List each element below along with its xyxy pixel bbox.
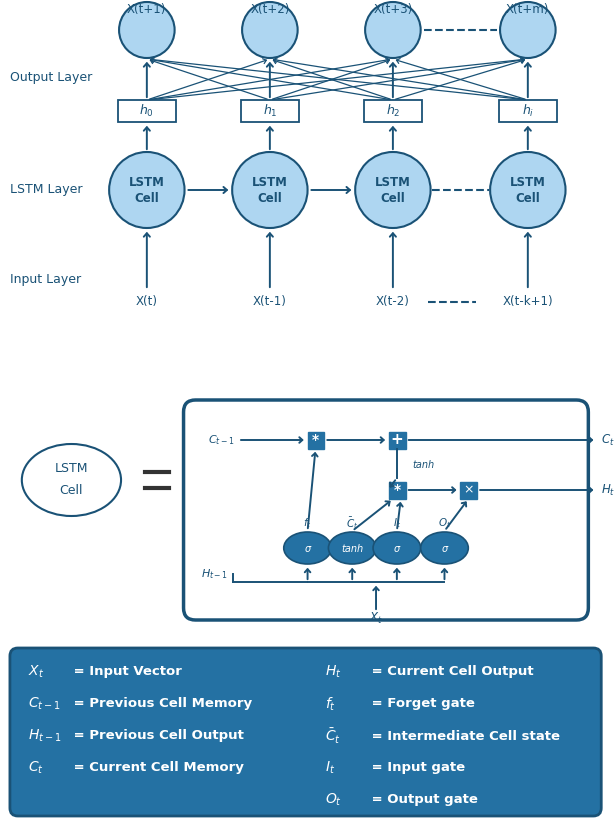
Ellipse shape (328, 532, 376, 564)
Text: $H_{t-1}$: $H_{t-1}$ (201, 567, 229, 581)
Text: σ: σ (442, 544, 448, 554)
Text: LSTM Layer: LSTM Layer (10, 183, 83, 197)
Text: Cell: Cell (516, 192, 540, 206)
Text: X(t): X(t) (136, 296, 158, 308)
Bar (460, 482, 477, 499)
Text: *: * (312, 433, 319, 447)
Bar (307, 432, 325, 449)
Bar (389, 482, 406, 499)
Text: $f_t$: $f_t$ (325, 695, 336, 713)
Text: Output Layer: Output Layer (10, 72, 92, 84)
Circle shape (355, 152, 431, 228)
Bar (364, 100, 422, 122)
Text: X(t+m): X(t+m) (506, 3, 549, 17)
Circle shape (500, 2, 556, 58)
Text: $\bar{C}_t$: $\bar{C}_t$ (346, 515, 359, 531)
Text: $C_{t-1}$: $C_{t-1}$ (28, 695, 60, 712)
Text: = Input Vector: = Input Vector (70, 666, 182, 678)
Circle shape (119, 2, 174, 58)
Text: LSTM: LSTM (129, 175, 164, 188)
Text: LSTM: LSTM (510, 175, 546, 188)
FancyBboxPatch shape (10, 648, 601, 816)
Bar (499, 100, 557, 122)
Text: Cell: Cell (257, 192, 282, 206)
Circle shape (365, 2, 421, 58)
Text: $C_{t-1}$: $C_{t-1}$ (208, 433, 235, 447)
Ellipse shape (22, 444, 121, 516)
Text: $C_t$: $C_t$ (601, 433, 615, 448)
Bar (118, 100, 176, 122)
Text: $X_t$: $X_t$ (369, 610, 383, 625)
Text: = Previous Cell Output: = Previous Cell Output (70, 729, 245, 743)
Ellipse shape (284, 532, 331, 564)
Text: tanh: tanh (413, 460, 435, 470)
Text: X(t+1): X(t+1) (127, 3, 166, 17)
Text: Cell: Cell (134, 192, 159, 206)
Text: LSTM: LSTM (55, 462, 88, 474)
Text: X(t-k+1): X(t-k+1) (503, 296, 553, 308)
Text: $X_t$: $X_t$ (28, 664, 44, 680)
Text: LSTM: LSTM (375, 175, 411, 188)
Text: $I_t$: $I_t$ (393, 516, 401, 530)
Text: $H_t$: $H_t$ (325, 664, 342, 680)
Text: $h_0$: $h_0$ (139, 103, 154, 119)
Ellipse shape (421, 532, 468, 564)
Circle shape (242, 2, 298, 58)
Text: Input Layer: Input Layer (10, 273, 81, 287)
Text: $\bar{C}_t$: $\bar{C}_t$ (325, 726, 341, 746)
Text: Cell: Cell (60, 483, 83, 496)
Text: $C_t$: $C_t$ (28, 760, 44, 776)
Ellipse shape (373, 532, 421, 564)
Bar (241, 100, 299, 122)
Text: σ: σ (304, 544, 310, 554)
Text: tanh: tanh (341, 544, 363, 554)
Text: = Forget gate: = Forget gate (367, 697, 475, 710)
Text: X(t+3): X(t+3) (373, 3, 413, 17)
Text: $O_t$: $O_t$ (325, 792, 342, 808)
Text: $O_t$: $O_t$ (438, 516, 451, 530)
Circle shape (109, 152, 185, 228)
Text: X(t-2): X(t-2) (376, 296, 410, 308)
Text: σ: σ (394, 544, 400, 554)
Text: = Input gate: = Input gate (367, 762, 465, 775)
Text: $H_{t-1}$: $H_{t-1}$ (28, 728, 61, 744)
Text: = Output gate: = Output gate (367, 794, 478, 806)
Text: *: * (393, 483, 400, 497)
Text: $H_t$: $H_t$ (601, 482, 615, 497)
Text: +: + (391, 433, 403, 448)
Text: $h_1$: $h_1$ (262, 103, 277, 119)
Text: $I_t$: $I_t$ (325, 760, 336, 776)
Circle shape (232, 152, 307, 228)
Text: X(t+2): X(t+2) (250, 3, 290, 17)
Text: X(t-1): X(t-1) (253, 296, 287, 308)
Text: = Current Cell Output: = Current Cell Output (367, 666, 533, 678)
Bar (389, 432, 406, 449)
Circle shape (490, 152, 565, 228)
FancyBboxPatch shape (184, 400, 588, 620)
Text: = Previous Cell Memory: = Previous Cell Memory (70, 697, 253, 710)
Text: Cell: Cell (381, 192, 405, 206)
Text: $h_i$: $h_i$ (522, 103, 534, 119)
Text: = Intermediate Cell state: = Intermediate Cell state (367, 729, 560, 743)
Text: $\times$: $\times$ (463, 483, 474, 496)
Text: = Current Cell Memory: = Current Cell Memory (70, 762, 245, 775)
Text: LSTM: LSTM (252, 175, 288, 188)
Text: $h_2$: $h_2$ (386, 103, 400, 119)
Text: $f_t$: $f_t$ (303, 516, 312, 530)
